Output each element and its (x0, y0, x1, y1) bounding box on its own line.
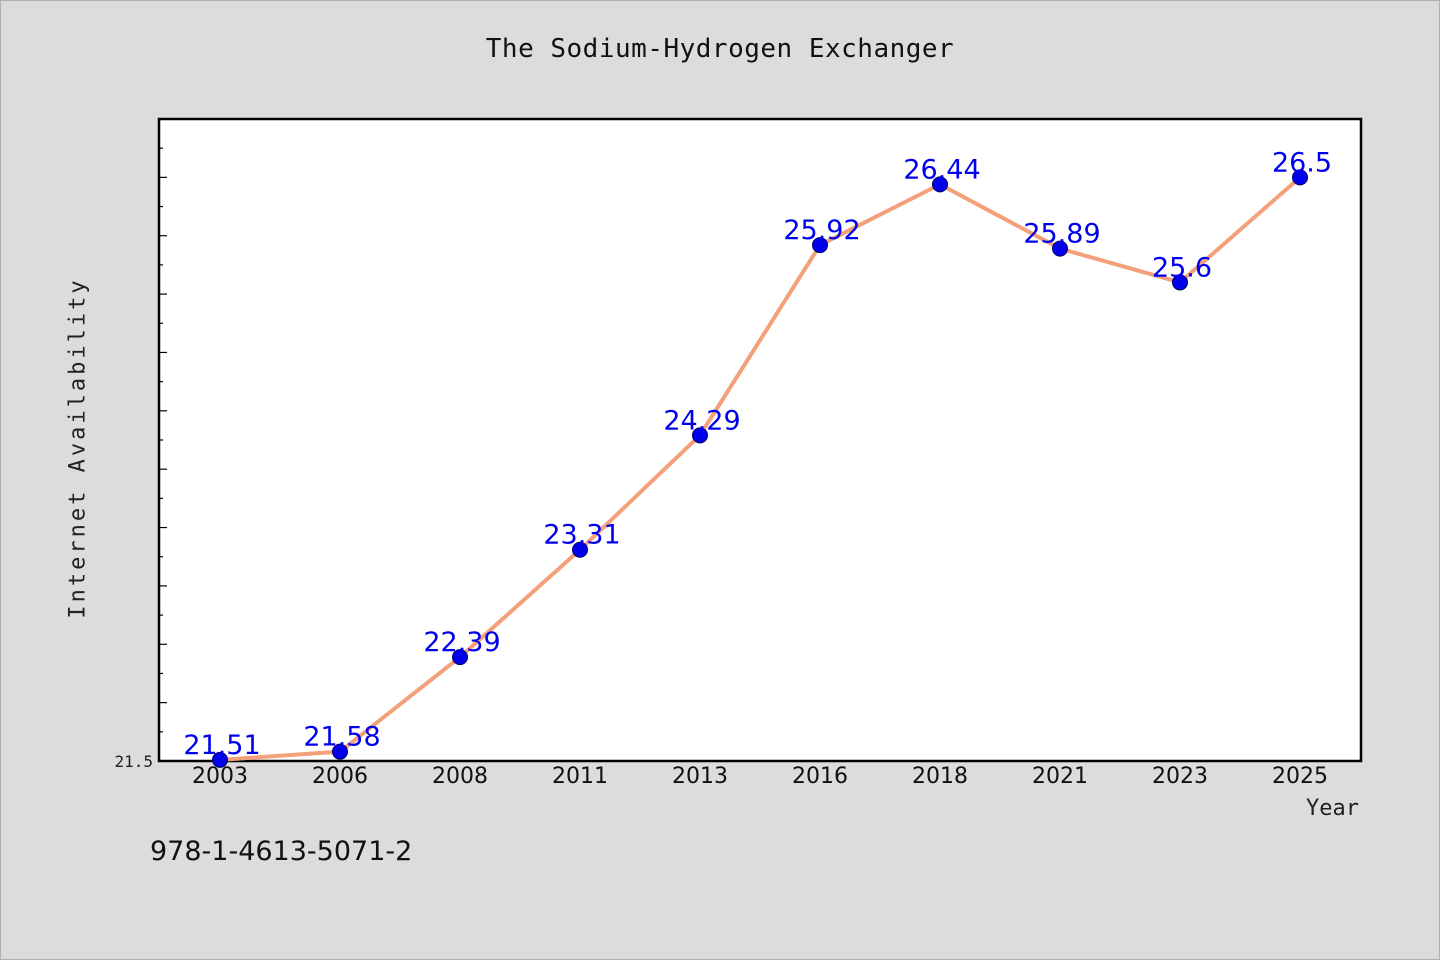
data-point (452, 649, 468, 666)
footnote-isbn: 978-1-4613-5071-2 (150, 836, 413, 867)
x-tick-label: 2008 (432, 764, 488, 789)
data-point (1292, 169, 1308, 186)
data-point (572, 541, 588, 558)
data-labels: 21.51 21.58 22.39 23.31 24.29 25.92 26.44 25.89… (183, 147, 1332, 760)
data-label: 21.58 (303, 722, 380, 753)
data-label: 25.89 (1023, 219, 1100, 250)
x-tick-label: 2023 (1152, 764, 1208, 789)
data-point (1052, 240, 1068, 257)
series-line (218, 175, 1302, 762)
data-label: 26.44 (903, 154, 980, 185)
data-label: 24.29 (663, 405, 740, 436)
data-label: 21.51 (183, 730, 260, 761)
data-label: 22.39 (423, 627, 500, 658)
data-point (692, 427, 708, 444)
x-tick-label: 2003 (192, 764, 248, 789)
x-tick-label: 2006 (312, 764, 368, 789)
markers (212, 169, 1308, 768)
x-axis-label: Year (1306, 796, 1359, 821)
data-point (932, 176, 948, 193)
x-tick-label: 2025 (1272, 764, 1328, 789)
x-tick-label: 2013 (672, 764, 728, 789)
data-label: 23.31 (543, 520, 620, 551)
x-tick-label: 2018 (912, 764, 968, 789)
data-label: 26.5 (1272, 147, 1332, 178)
y-tick-label: 21.5 (114, 752, 153, 771)
x-ticks: 2003 2006 2008 2011 2013 2016 2018 2021 2023 2025 (192, 764, 1328, 789)
x-tick-label: 2021 (1032, 764, 1088, 789)
x-tick-label: 2016 (792, 764, 848, 789)
data-label: 25.6 (1152, 252, 1212, 283)
series-line-group (218, 175, 1302, 762)
data-point (812, 237, 828, 254)
x-tick-label: 2011 (552, 764, 608, 789)
y-ticks: 21.5 (114, 118, 167, 771)
data-point (332, 743, 348, 760)
data-point (1172, 274, 1188, 291)
data-point (212, 751, 228, 768)
plot-area (157, 117, 1363, 763)
chart-title: The Sodium-Hydrogen Exchanger (485, 34, 955, 64)
data-label: 25.92 (783, 215, 860, 246)
